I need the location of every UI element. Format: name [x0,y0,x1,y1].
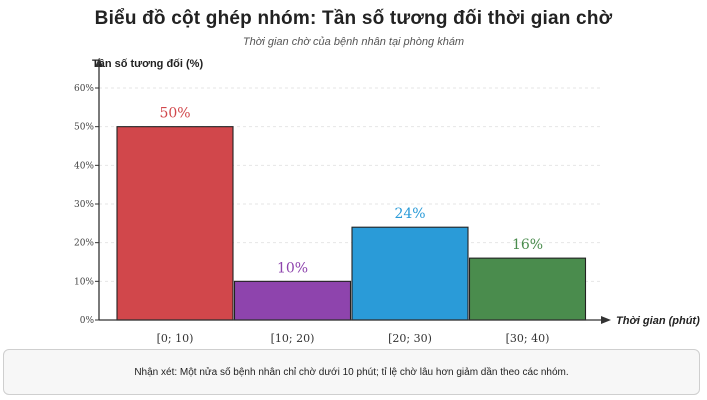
y-tick-label: 10% [74,277,94,287]
data-label: 16% [512,237,543,253]
y-axis-title: Tần số tương đối (%) [92,58,203,70]
x-tick-label: [10; 20) [271,332,315,345]
x-ticks: [0; 10) [10; 20) [20; 30) [30; 40) [157,332,550,345]
note-text: Nhận xét: Một nửa số bệnh nhân chỉ chờ d… [134,366,569,378]
data-label: 24% [394,206,425,222]
x-tick-label: [0; 10) [157,332,194,345]
x-tick-label: [30; 40) [506,332,550,345]
bar [351,226,469,321]
x-axis-title: Thời gian (phút) [616,315,700,327]
y-tick-label: 60% [74,84,94,94]
y-tick-label: 30% [74,200,94,210]
bar [116,126,234,321]
y-tick-label: 20% [74,239,94,249]
y-tick-label: 50% [74,123,94,133]
chart-subtitle: Thời gian chờ của bệnh nhân tại phòng kh… [242,36,465,48]
y-tick-label: 0% [80,316,95,326]
y-axis-arrow [95,58,103,67]
x-axis-arrow [601,316,611,324]
data-label: 10% [277,260,308,276]
data-labels: 50% 10% 24% 16% [159,106,543,277]
bars [116,126,587,321]
bar [468,257,587,321]
y-ticks: 0% 10% 20% 30% 40% 50% 60% [74,84,99,326]
axes [95,58,611,324]
x-tick-label: [20; 30) [388,332,432,345]
note-box: Nhận xét: Một nửa số bệnh nhân chỉ chờ d… [3,349,700,395]
bar [233,280,352,321]
chart-title: Biểu đồ cột ghép nhóm: Tần số tương đối … [94,8,613,29]
y-tick-label: 40% [74,161,94,171]
data-label: 50% [159,106,190,122]
bar-chart: 50% 10% 24% 16% 0% 10% 20% 30% 40% 50% 60% [0; 10… [74,58,700,345]
